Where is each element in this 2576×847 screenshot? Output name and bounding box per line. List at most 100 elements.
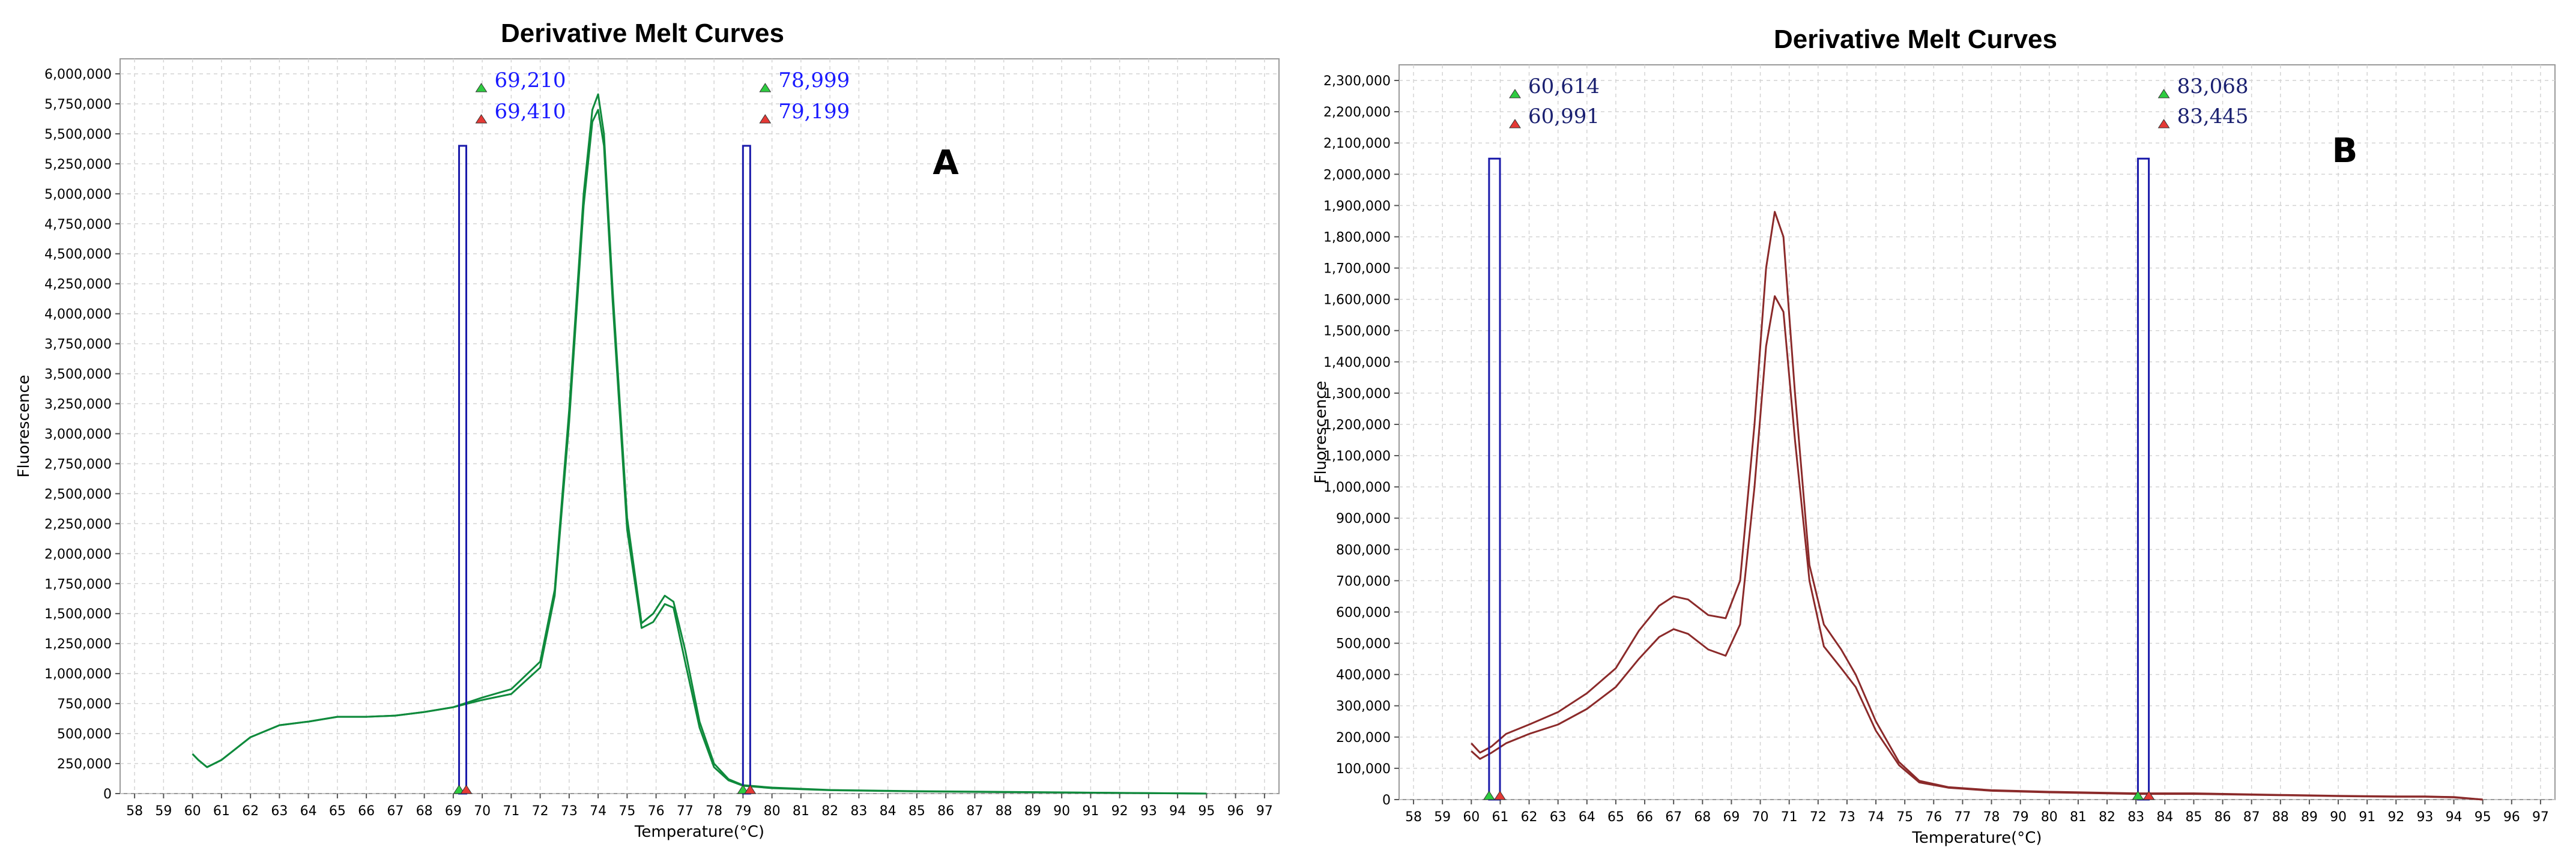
cursor-bottom-indicator-icon [2157, 119, 2170, 128]
x-tick-label: 75 [1896, 810, 1913, 825]
y-tick-label: 3,750,000 [44, 337, 112, 352]
y-tick-label: 2,500,000 [44, 487, 112, 502]
cursor-2: 83,068 83,445 [2132, 74, 2249, 801]
x-tick-label: 72 [532, 804, 549, 819]
x-tick-label: 88 [2272, 810, 2289, 825]
x-tick-label: 65 [1607, 810, 1624, 825]
x-tick-label: 90 [1053, 804, 1070, 819]
y-tick-label: 1,900,000 [1323, 199, 1391, 214]
x-tick-label: 60 [1463, 810, 1480, 825]
x-tick-label: 68 [1694, 810, 1711, 825]
y-tick-label: 1,500,000 [44, 607, 112, 622]
x-tick-label: 91 [1082, 804, 1099, 819]
x-tick-label: 71 [1781, 810, 1798, 825]
x-tick-label: 72 [1810, 810, 1827, 825]
y-axis-label: Fluorescence [1312, 381, 1330, 483]
cursor-1: 69,210 69,410 [453, 68, 566, 795]
x-tick-label: 79 [2012, 810, 2029, 825]
y-tick-label: 6,000,000 [44, 67, 112, 82]
y-tick-label: 2,250,000 [44, 517, 112, 532]
x-tick-label: 64 [1579, 810, 1595, 825]
y-tick-label: 1,200,000 [1323, 418, 1391, 433]
x-tick-label: 85 [909, 804, 925, 819]
x-tick-label: 74 [1867, 810, 1884, 825]
cursor-end-marker [460, 785, 473, 794]
cursor-value-top: 60,614 [1528, 74, 1600, 98]
y-tick-label: 5,000,000 [44, 187, 112, 202]
cursor-top-indicator-icon [759, 83, 772, 92]
cursor-bottom-indicator-icon [1509, 119, 1521, 128]
x-tick-label: 86 [2215, 810, 2231, 825]
x-tick-label: 80 [2041, 810, 2058, 825]
x-tick-label: 62 [242, 804, 259, 819]
x-tick-label: 69 [1723, 810, 1740, 825]
chart-title: Derivative Melt Curves [501, 19, 784, 48]
x-tick-label: 95 [1198, 804, 1215, 819]
cursor-value-top: 83,068 [2177, 74, 2249, 98]
x-tick-label: 61 [213, 804, 230, 819]
x-tick-label: 93 [1140, 804, 1157, 819]
y-tick-label: 4,750,000 [44, 217, 112, 232]
x-tick-label: 82 [821, 804, 838, 819]
series-line-2 [192, 109, 1207, 795]
cursor-value-bottom: 60,991 [1528, 104, 1600, 128]
x-tick-label: 70 [474, 804, 491, 819]
y-tick-label: 300,000 [1336, 699, 1391, 714]
x-tick-label: 77 [1954, 810, 1971, 825]
melt-chart-a: 58 59 60 61 62 63 64 65 66 67 68 69 70 71 72 73 74 75 76 77… [15, 19, 1280, 841]
cursor-top-indicator-icon [475, 83, 488, 92]
y-tick-label: 1,000,000 [1323, 480, 1391, 495]
plot-area [119, 58, 1280, 794]
y-axis-label: Fluorescence [15, 375, 33, 477]
y-tick-label: 3,250,000 [44, 397, 112, 412]
x-tick-label: 68 [416, 804, 433, 819]
x-tick-label: 92 [2387, 810, 2404, 825]
x-tick-label: 88 [996, 804, 1012, 819]
cursor-end-marker [1494, 791, 1506, 800]
cursor-value-top: 78,999 [778, 68, 850, 92]
y-tick-label: 1,000,000 [44, 667, 112, 682]
x-tick-label: 97 [1256, 804, 1273, 819]
cursor-value-bottom: 83,445 [2177, 104, 2249, 128]
y-tick-label: 2,000,000 [44, 547, 112, 562]
y-tick-label: 3,000,000 [44, 427, 112, 442]
cursor-bottom-indicator-icon [475, 114, 488, 124]
x-tick-label: 60 [184, 804, 201, 819]
plot-area [1398, 64, 2556, 800]
cursor-start-marker [1483, 791, 1495, 800]
x-tick-label: 78 [706, 804, 722, 819]
y-tick-label: 200,000 [1336, 731, 1391, 746]
y-tick-label: 2,750,000 [44, 457, 112, 472]
x-tick-label: 61 [1492, 810, 1508, 825]
cursor-value-top: 69,210 [495, 68, 566, 92]
x-tick-label: 84 [2156, 810, 2173, 825]
x-tick-label: 92 [1111, 804, 1128, 819]
x-tick-label: 89 [2301, 810, 2318, 825]
x-tick-label: 77 [677, 804, 694, 819]
y-tick-label: 1,500,000 [1323, 324, 1391, 339]
x-tick-label: 89 [1024, 804, 1041, 819]
x-tick-label: 58 [1405, 810, 1422, 825]
x-tick-label: 58 [126, 804, 143, 819]
series-line-2 [1471, 295, 2483, 801]
x-tick-label: 96 [1227, 804, 1244, 819]
cursor-start-marker [2132, 791, 2144, 800]
y-tick-label: 700,000 [1336, 574, 1391, 589]
y-tick-label: 500,000 [1336, 637, 1391, 652]
y-tick-label: 1,300,000 [1323, 387, 1391, 402]
x-tick-label: 78 [1983, 810, 2000, 825]
chart-title: Derivative Melt Curves [1774, 25, 2057, 54]
y-tick-label: 900,000 [1336, 511, 1391, 526]
y-tick-label: 750,000 [57, 697, 112, 712]
cursor-bottom-indicator-icon [759, 114, 772, 124]
x-tick-label: 97 [2532, 810, 2549, 825]
x-tick-label: 67 [387, 804, 404, 819]
y-tick-label: 2,100,000 [1323, 136, 1391, 151]
y-tick-label: 2,000,000 [1323, 167, 1391, 182]
x-tick-label: 79 [734, 804, 751, 819]
panel-letter: A [933, 143, 959, 182]
y-tick-label: 5,250,000 [44, 157, 112, 172]
x-tick-label: 85 [2185, 810, 2202, 825]
x-tick-label: 59 [1434, 810, 1451, 825]
y-tick-label: 250,000 [57, 757, 112, 772]
